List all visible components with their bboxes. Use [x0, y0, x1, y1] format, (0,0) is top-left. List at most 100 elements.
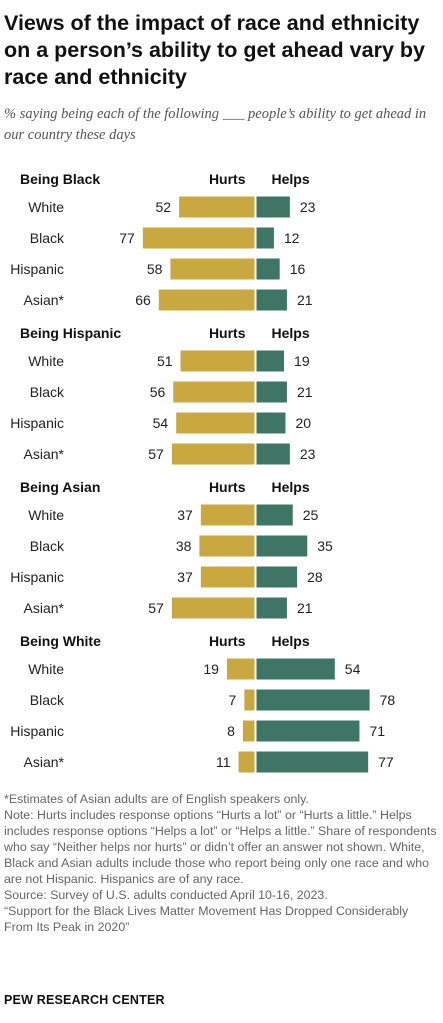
bar-helps	[256, 412, 286, 434]
value-label-helps: 35	[317, 538, 333, 554]
panel-title-being-hispanic: Being Hispanic	[20, 325, 121, 341]
bar-helps	[256, 196, 290, 218]
bar-hurts	[158, 289, 255, 311]
value-label-helps: 16	[290, 261, 306, 277]
value-label-helps: 21	[297, 384, 313, 400]
category-label: Hispanic	[10, 723, 64, 739]
value-label-hurts: 77	[119, 230, 135, 246]
value-label-helps: 25	[303, 507, 319, 523]
footnote-source: Source: Survey of U.S. adults conducted …	[4, 888, 328, 902]
category-label: Black	[30, 230, 65, 246]
bar-hurts	[171, 443, 255, 465]
bar-hurts	[242, 720, 255, 742]
category-label: White	[28, 353, 64, 369]
bar-helps	[256, 751, 369, 773]
bar-hurts	[200, 504, 255, 526]
category-label: Black	[30, 538, 65, 554]
footnote-asian: *Estimates of Asian adults are of Englis…	[4, 792, 309, 806]
column-label-hurts: Hurts	[209, 325, 246, 341]
value-label-hurts: 56	[150, 384, 166, 400]
value-label-hurts: 66	[135, 292, 151, 308]
category-label: White	[28, 507, 64, 523]
bar-helps	[256, 689, 370, 711]
bar-hurts	[226, 658, 255, 680]
value-label-helps: 23	[300, 199, 316, 215]
bar-hurts	[142, 227, 255, 249]
value-label-hurts: 54	[153, 415, 169, 431]
value-label-hurts: 37	[177, 507, 193, 523]
category-label: Asian*	[24, 292, 65, 308]
bar-helps	[256, 443, 290, 465]
category-label: Asian*	[24, 600, 65, 616]
value-label-helps: 78	[380, 692, 396, 708]
chart-subtitle: % saying being each of the following ___…	[4, 106, 427, 143]
bar-helps	[256, 227, 274, 249]
bar-hurts	[200, 566, 255, 588]
chart-title: Views of the impact of race and ethnicit…	[4, 11, 425, 89]
value-label-hurts: 7	[229, 692, 237, 708]
bar-helps	[256, 566, 298, 588]
value-label-helps: 77	[378, 754, 394, 770]
value-label-hurts: 57	[148, 446, 164, 462]
value-label-hurts: 58	[147, 261, 163, 277]
bar-hurts	[176, 412, 255, 434]
panel-title-being-asian: Being Asian	[20, 479, 100, 495]
column-label-helps: Helps	[272, 171, 310, 187]
bar-helps	[256, 381, 287, 403]
footnote-definitions: Note: Hurts includes response options “H…	[4, 808, 437, 886]
bar-hurts	[173, 381, 255, 403]
bar-helps	[256, 289, 287, 311]
value-label-helps: 21	[297, 292, 313, 308]
column-label-hurts: Hurts	[209, 479, 246, 495]
panel-title-being-white: Being White	[20, 633, 101, 649]
bar-helps	[256, 258, 280, 280]
category-label: Black	[30, 692, 65, 708]
category-label: Asian*	[24, 446, 65, 462]
diverging-bar-chart: Being Black Hurts Helps White 52 23 Black 77 12 H…	[10, 171, 396, 773]
bar-helps	[256, 504, 293, 526]
value-label-helps: 54	[345, 661, 361, 677]
value-label-helps: 12	[284, 230, 300, 246]
category-label: White	[28, 199, 64, 215]
footnote-report-title: “Support for the Black Lives Matter Move…	[4, 904, 409, 934]
bar-hurts	[170, 258, 255, 280]
column-label-helps: Helps	[272, 325, 310, 341]
panel-title-being-black: Being Black	[20, 171, 100, 187]
category-label: Black	[30, 384, 65, 400]
category-label: Hispanic	[10, 569, 64, 585]
value-label-hurts: 37	[177, 569, 193, 585]
category-label: Hispanic	[10, 261, 64, 277]
category-label: Hispanic	[10, 415, 64, 431]
value-label-helps: 20	[296, 415, 312, 431]
bar-hurts	[199, 535, 255, 557]
value-label-hurts: 51	[157, 353, 173, 369]
bar-hurts	[238, 751, 255, 773]
bar-helps	[256, 597, 287, 619]
value-label-helps: 19	[294, 353, 310, 369]
bar-hurts	[171, 597, 255, 619]
value-label-hurts: 52	[156, 199, 172, 215]
value-label-hurts: 38	[176, 538, 192, 554]
column-label-hurts: Hurts	[209, 171, 246, 187]
column-label-helps: Helps	[272, 633, 310, 649]
value-label-helps: 28	[307, 569, 323, 585]
value-label-helps: 21	[297, 600, 313, 616]
bar-hurts	[180, 350, 255, 372]
column-label-hurts: Hurts	[209, 633, 246, 649]
bar-hurts	[244, 689, 255, 711]
category-label: White	[28, 661, 64, 677]
value-label-helps: 71	[369, 723, 385, 739]
value-label-hurts: 11	[216, 754, 231, 770]
value-label-helps: 23	[300, 446, 316, 462]
category-label: Asian*	[24, 754, 65, 770]
bar-helps	[256, 658, 335, 680]
bar-helps	[256, 350, 285, 372]
bar-helps	[256, 720, 360, 742]
bar-hurts	[179, 196, 255, 218]
column-label-helps: Helps	[272, 479, 310, 495]
footnotes: *Estimates of Asian adults are of Englis…	[4, 791, 440, 935]
value-label-hurts: 8	[227, 723, 235, 739]
value-label-hurts: 19	[203, 661, 219, 677]
pew-research-center-logo: PEW RESEARCH CENTER	[4, 993, 165, 1007]
bar-helps	[256, 535, 308, 557]
